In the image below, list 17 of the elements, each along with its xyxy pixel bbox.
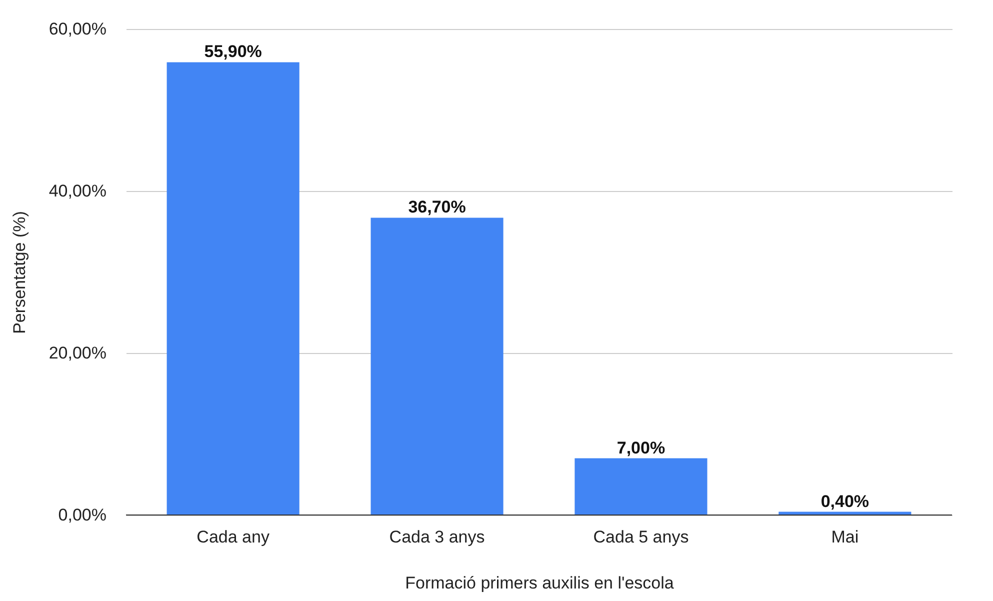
y-tick-label: 60,00% [48,20,106,38]
x-axis-title: Formació primers auxilis en l'escola [405,574,674,592]
x-tick-label: Cada 5 anys [593,528,689,546]
data-label: 7,00% [616,438,666,458]
y-tick-label: 20,00% [48,344,106,362]
x-tick-label: Cada 3 anys [389,528,485,546]
y-tick-label: 0,00% [58,506,106,524]
bar [574,458,708,515]
data-label: 0,40% [820,492,870,511]
y-axis-title: Persentatge (%) [10,211,29,334]
x-tick-label: Cada any [196,528,270,546]
x-tick-label: Mai [831,528,859,546]
bar [166,62,300,515]
y-tick-label: 40,00% [48,182,106,200]
bar [370,218,504,515]
data-label: 36,70% [408,198,466,217]
data-label: 55,90% [204,42,262,62]
